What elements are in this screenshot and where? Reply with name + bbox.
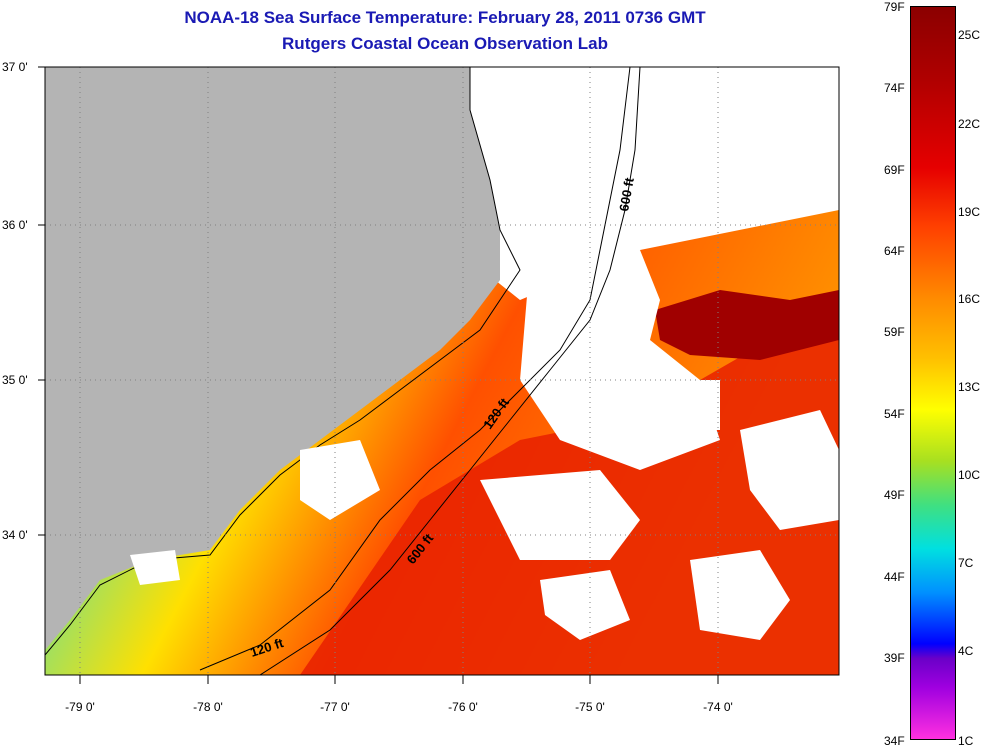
cloud-patch xyxy=(480,470,640,560)
cloud-patch xyxy=(740,410,839,530)
lat-label-34: 34 0' xyxy=(2,528,28,542)
colorbar-f-label: 49F xyxy=(884,488,905,502)
temperature-colorbar xyxy=(910,6,956,740)
colorbar-f-label: 69F xyxy=(884,163,905,177)
hot-core-region xyxy=(655,290,839,360)
lat-label-36: 36 0' xyxy=(2,218,28,232)
cloud-patch xyxy=(660,380,720,430)
colorbar-f-label: 74F xyxy=(884,81,905,95)
contour-120ft xyxy=(199,67,631,671)
map-title: NOAA-18 Sea Surface Temperature: Februar… xyxy=(184,8,706,27)
contour-600ft xyxy=(259,67,641,675)
lon-label-75: -75 0' xyxy=(575,700,605,714)
colorbar-c-label: 16C xyxy=(958,292,981,306)
colorbar-c-label: 19C xyxy=(958,205,981,219)
colorbar-c-label: 22C xyxy=(958,117,981,131)
cloud-patch xyxy=(300,440,380,520)
lon-label-76: -76 0' xyxy=(448,700,478,714)
cloud-patch xyxy=(540,570,630,640)
lat-label-35: 35 0' xyxy=(2,373,28,387)
map-subtitle: Rutgers Coastal Ocean Observation Lab xyxy=(282,34,608,53)
colorbar-f-label: 44F xyxy=(884,570,905,584)
colorbar-f-label: 59F xyxy=(884,325,905,339)
colorbar-f-label: 39F xyxy=(884,651,905,665)
lon-label-78: -78 0' xyxy=(193,700,223,714)
cool-water-region xyxy=(470,67,839,300)
lon-label-79: -79 0' xyxy=(65,700,95,714)
colorbar-c-label: 10C xyxy=(958,468,981,482)
cloud-patch xyxy=(690,550,790,640)
colorbar-f-label: 79F xyxy=(884,0,905,14)
land-area xyxy=(45,67,500,650)
map-frame xyxy=(44,66,840,676)
contour-label-600ft-north: 600 ft xyxy=(616,176,637,213)
colorbar-c-label: 7C xyxy=(958,556,974,570)
colorbar-c-label: 13C xyxy=(958,380,981,394)
colorbar-c-label: 25C xyxy=(958,28,981,42)
colorbar-f-label: 64F xyxy=(884,244,905,258)
axis-ticks xyxy=(38,66,719,684)
lat-label-37: 37 0' xyxy=(2,60,28,74)
colorbar-c-label: 1C xyxy=(958,734,974,748)
colorbar-f-label: 34F xyxy=(884,734,905,748)
cloud-patch xyxy=(130,550,180,585)
colorbar-f-label: 54F xyxy=(884,407,905,421)
coastline xyxy=(45,67,521,656)
lon-label-74: -74 0' xyxy=(703,700,733,714)
colorbar-c-label: 4C xyxy=(958,644,974,658)
lon-label-77: -77 0' xyxy=(320,700,350,714)
